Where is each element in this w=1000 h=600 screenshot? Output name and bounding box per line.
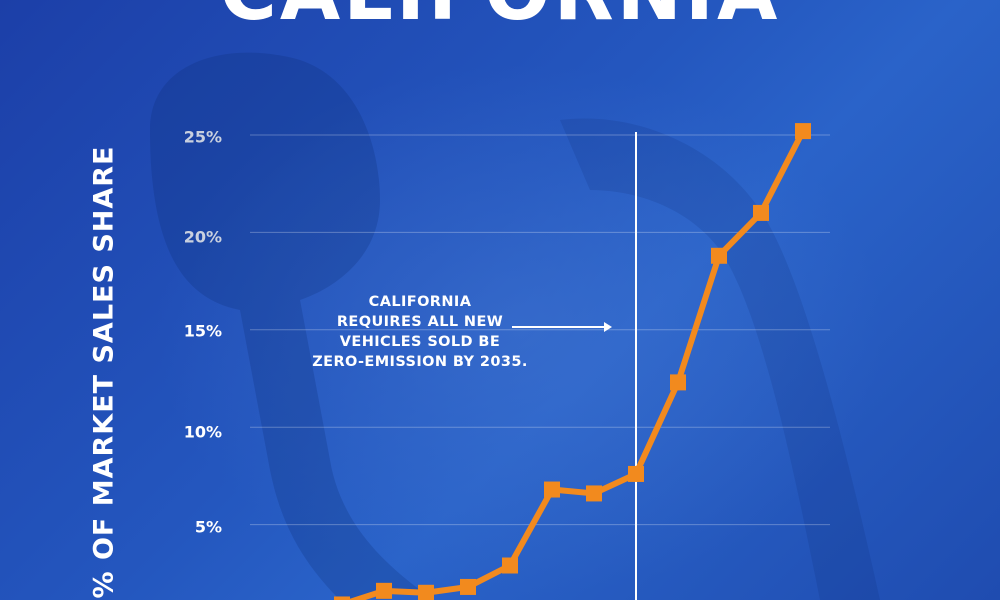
data-points	[334, 123, 811, 600]
annotation-line: ZERO-EMISSION BY 2035.	[312, 354, 528, 370]
data-point	[586, 485, 602, 502]
data-point	[753, 204, 769, 221]
data-point	[670, 374, 686, 391]
annotation-line: REQUIRES ALL NEW	[336, 314, 504, 330]
data-point	[418, 584, 434, 600]
data-point	[376, 582, 392, 599]
annotation-arrow	[512, 322, 612, 332]
data-point	[711, 247, 727, 264]
y-tick-label: 25%	[170, 128, 222, 147]
data-point	[460, 578, 476, 595]
data-point	[334, 596, 350, 600]
data-point	[502, 557, 518, 574]
ev-charger-silhouette	[150, 52, 880, 600]
arrow-head	[604, 322, 612, 332]
y-tick-label: 15%	[183, 321, 222, 341]
annotation-line: VEHICLES SOLD BE	[339, 334, 501, 350]
chart-title: CALIFORNIA	[0, 0, 1000, 38]
y-tick-label: 20%	[170, 228, 222, 247]
y-tick-label: 5%	[194, 517, 222, 537]
y-tick-label: 10%	[183, 422, 222, 442]
annotation-text: CALIFORNIA REQUIRES ALL NEW VEHICLES SOL…	[290, 292, 550, 372]
data-point	[795, 123, 811, 140]
annotation-line: CALIFORNIA	[368, 294, 472, 310]
data-point	[628, 465, 644, 482]
data-point	[544, 481, 560, 498]
chart-gridlines	[250, 134, 830, 526]
